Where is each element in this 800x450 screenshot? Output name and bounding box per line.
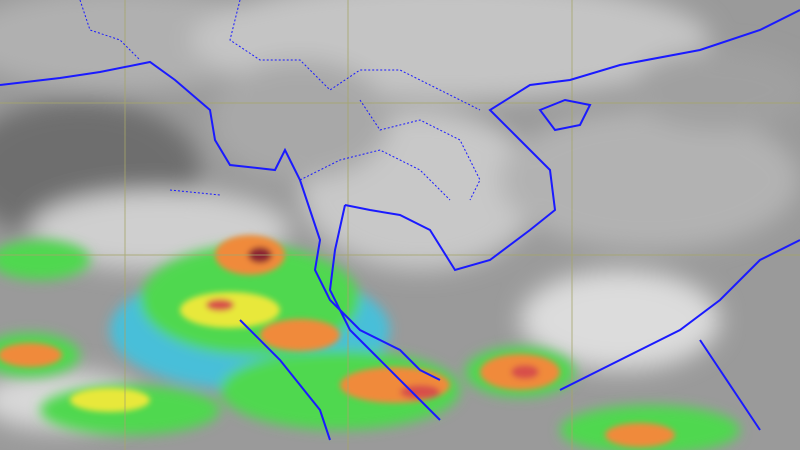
borders [79, 0, 481, 201]
convection-enhancement [0, 235, 740, 450]
coastlines [0, 9, 800, 441]
